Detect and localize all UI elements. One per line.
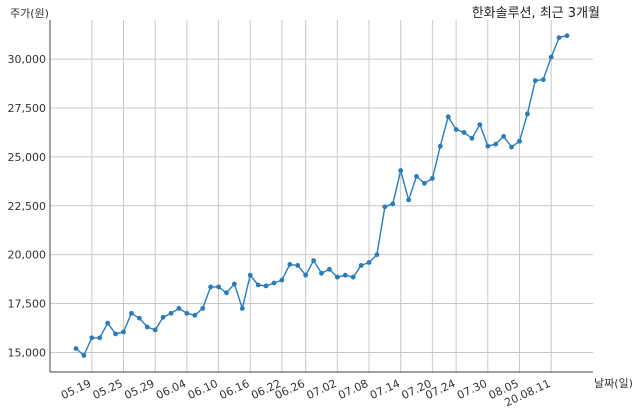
data-point: [540, 77, 546, 83]
data-point: [564, 33, 570, 39]
price-line: [75, 34, 568, 357]
data-point: [208, 284, 214, 290]
x-tick-label: 05.19: [59, 377, 93, 402]
grid: [50, 20, 593, 372]
data-point: [374, 252, 380, 258]
data-point: [382, 204, 388, 210]
x-tick-label: 07.02: [305, 377, 339, 402]
data-point: [485, 143, 491, 149]
data-point: [319, 270, 324, 276]
data-point: [469, 135, 475, 141]
x-tick-label: 06.16: [217, 377, 251, 402]
data-point: [287, 262, 293, 267]
data-point: [525, 111, 530, 117]
y-axis-title: 주가(원): [10, 7, 49, 20]
y-tick-label: 22,500: [8, 200, 47, 213]
axes: [49, 20, 593, 373]
data-point: [89, 335, 95, 341]
data-point: [129, 310, 134, 316]
data-point: [255, 282, 261, 288]
y-tick-label: 15,000: [8, 346, 47, 359]
data-point: [453, 127, 459, 132]
data-point: [121, 329, 126, 335]
data-point: [501, 133, 507, 139]
data-point: [105, 320, 111, 326]
y-tick-label: 25,000: [8, 151, 47, 164]
data-point: [548, 54, 554, 60]
data-point: [509, 144, 514, 150]
data-point: [358, 263, 364, 268]
data-point: [224, 290, 229, 296]
data-point: [271, 280, 277, 286]
x-tick-label: 06.04: [154, 377, 188, 402]
data-point: [327, 266, 332, 272]
data-point: [231, 281, 237, 287]
data-point: [136, 315, 142, 321]
data-point: [263, 283, 269, 289]
data-point: [461, 130, 467, 135]
data-point: [247, 272, 253, 278]
y-tick-label: 17,500: [8, 298, 47, 311]
data-point: [406, 197, 412, 203]
data-point: [303, 272, 309, 278]
data-point: [168, 310, 174, 316]
data-point: [422, 180, 427, 186]
data-point: [334, 274, 340, 280]
x-axis-title: 날짜(일): [594, 376, 633, 390]
x-tick-label: 05.29: [122, 377, 156, 402]
data-point: [279, 277, 285, 283]
data-point: [437, 143, 443, 149]
data-point: [350, 274, 356, 280]
x-tick-label: 07.14: [368, 377, 402, 402]
data-point: [192, 312, 198, 318]
data-point: [342, 272, 348, 278]
data-point: [517, 138, 522, 144]
data-point: [429, 176, 435, 181]
data-point: [176, 306, 182, 311]
x-tick-label: 05.25: [91, 377, 125, 402]
x-tick-label: 07.30: [455, 377, 489, 402]
y-tick-label: 30,000: [8, 53, 47, 66]
data-point: [398, 168, 404, 173]
data-points: [73, 33, 570, 358]
data-point: [216, 284, 221, 290]
x-tick-labels: 05.1905.2505.2906.0406.1006.1606.2206.26…: [59, 377, 552, 409]
data-point: [200, 306, 206, 311]
data-point: [73, 346, 79, 351]
data-point: [414, 174, 419, 179]
data-point: [239, 306, 245, 311]
data-point: [160, 314, 166, 320]
x-tick-label: 06.10: [186, 377, 220, 402]
data-point: [493, 141, 499, 147]
data-point: [311, 258, 316, 263]
chart-title: 한화솔루션, 최근 3개월: [472, 6, 600, 21]
series-line: [75, 34, 568, 357]
data-point: [556, 35, 562, 40]
data-point: [113, 331, 118, 337]
data-point: [532, 78, 538, 84]
data-point: [445, 114, 451, 120]
data-point: [390, 201, 396, 207]
data-point: [366, 260, 372, 265]
data-point: [295, 263, 301, 268]
data-point: [152, 327, 158, 333]
data-point: [184, 310, 190, 316]
y-tick-labels: 15,000 17,500 20,000 22,500 25,000 27,500 30,0…: [8, 53, 47, 359]
x-tick-label: 07.08: [336, 377, 370, 402]
data-point: [81, 352, 87, 358]
y-tick-label: 20,000: [8, 249, 47, 262]
y-tick-label: 27,500: [8, 102, 47, 115]
data-point: [97, 335, 103, 341]
data-point: [477, 122, 483, 128]
data-point: [144, 324, 150, 330]
